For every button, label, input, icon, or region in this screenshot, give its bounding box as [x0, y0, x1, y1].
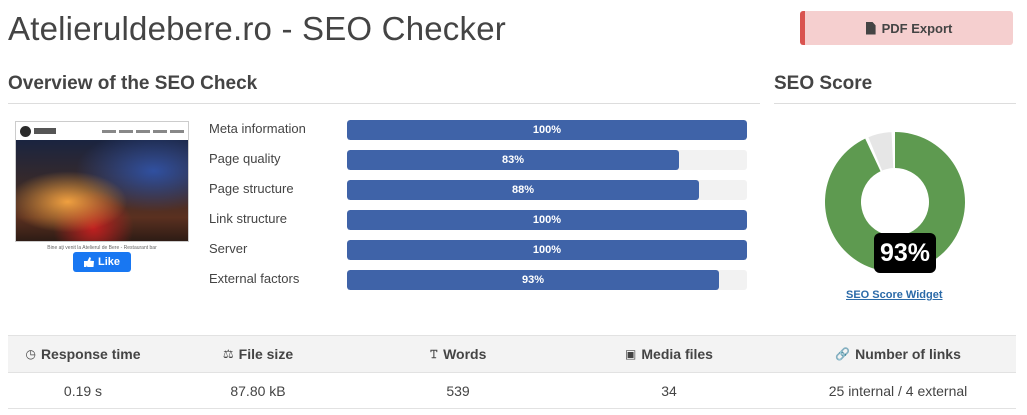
like-label: Like	[97, 256, 120, 268]
seo-score-title: SEO Score	[774, 73, 873, 94]
stat-words: 539	[446, 382, 470, 399]
metric-bar-fill: 88%	[347, 180, 699, 200]
pdf-export-label: PDF Export	[881, 20, 953, 36]
stat-response-time: 0.19 s	[63, 382, 103, 399]
link-icon: 🔗	[835, 347, 851, 361]
seo-score-divider	[774, 103, 1016, 104]
metric-bar-fill: 100%	[347, 240, 747, 260]
seo-score-value: 93%	[874, 233, 936, 273]
metric-label: Meta information	[209, 121, 306, 136]
metric-bar-track: 93%	[347, 270, 747, 290]
metric-label: Page structure	[209, 181, 294, 196]
metric-bar-fill: 100%	[347, 120, 747, 140]
stat-media-files: 34	[661, 382, 677, 399]
overview-divider	[8, 103, 760, 104]
website-screenshot	[15, 121, 189, 242]
stat-number-of-links: 25 internal / 4 external	[828, 382, 968, 399]
metric-bar-fill: 100%	[347, 210, 747, 230]
metric-bar-track: 88%	[347, 180, 747, 200]
metric-bar-fill: 83%	[347, 150, 679, 170]
metric-label: Page quality	[209, 151, 281, 166]
page-title: Atelieruldebere.ro - SEO Checker	[8, 10, 506, 47]
metric-bar-fill: 93%	[347, 270, 719, 290]
file-pdf-icon	[865, 21, 876, 35]
text-icon: 𝚃	[429, 346, 439, 361]
facebook-like-button[interactable]: Like	[73, 252, 131, 272]
seo-score-widget-link[interactable]: SEO Score Widget	[846, 289, 943, 301]
metric-label: External factors	[209, 271, 300, 286]
stats-header-row: ◷ Response time ⚖ File size 𝚃 Words ▣ Media …	[8, 335, 1016, 373]
stat-header-file-size: ⚖ File size	[222, 346, 294, 362]
thumbs-up-icon	[83, 257, 94, 267]
metric-bar-track: 100%	[347, 240, 747, 260]
restaurant-photo	[16, 140, 188, 241]
stats-value-row: 0.19 s 87.80 kB 539 34 25 internal / 4 e…	[8, 373, 1016, 409]
metric-label: Server	[209, 241, 248, 256]
stats-table: ◷ Response time ⚖ File size 𝚃 Words ▣ Media …	[8, 335, 1016, 409]
metric-bar-track: 100%	[347, 120, 747, 140]
screenshot-caption: Bine aţi venit la Atelierul de Bere - Re…	[47, 245, 157, 251]
metric-bar-track: 100%	[347, 210, 747, 230]
score-remainder-arc	[868, 132, 894, 171]
pdf-export-button[interactable]: PDF Export	[800, 11, 1013, 45]
stat-file-size: 87.80 kB	[230, 382, 286, 399]
stat-header-media-files: ▣ Media files	[625, 346, 713, 362]
metric-label: Link structure	[209, 211, 288, 226]
image-icon: ▣	[625, 347, 637, 361]
metric-bar-track: 83%	[347, 150, 747, 170]
stat-header-words: 𝚃 Words	[429, 346, 487, 362]
site-logo-icon	[20, 125, 31, 137]
stat-header-number-of-links: 🔗 Number of links	[835, 346, 961, 362]
stat-header-response-time: ◷ Response time	[25, 346, 141, 362]
scale-icon: ⚖	[222, 347, 234, 361]
overview-title: Overview of the SEO Check	[8, 73, 258, 94]
clock-icon: ◷	[25, 347, 36, 361]
